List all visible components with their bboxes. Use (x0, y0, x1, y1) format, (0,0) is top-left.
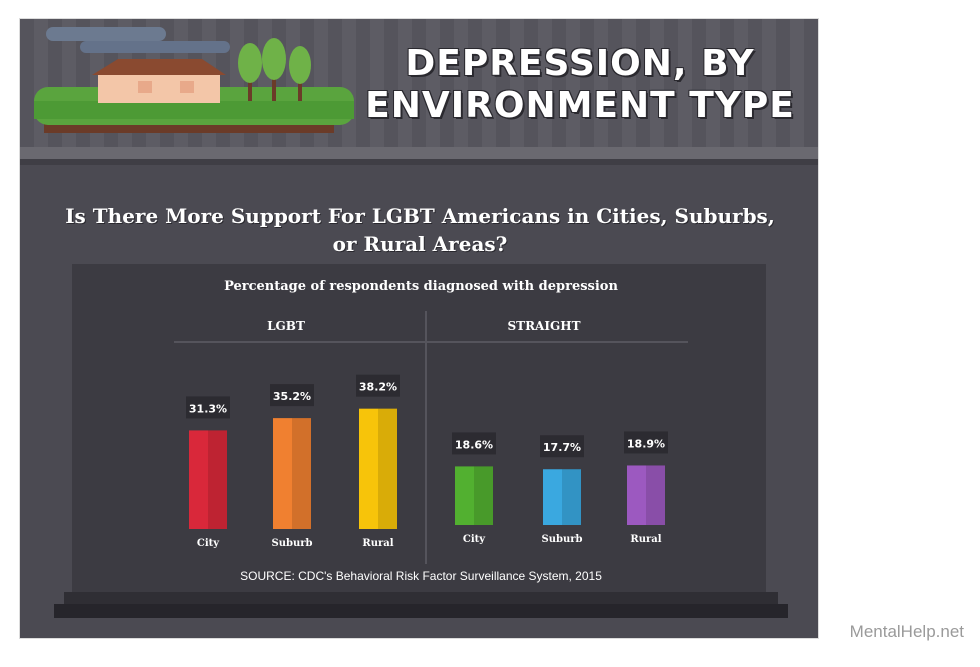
ground-shape (44, 123, 334, 133)
data-label-lgbt-rural: 38.2% (359, 381, 397, 394)
tick-label-straight-city: City (463, 534, 486, 545)
tick-label-straight-suburb: Suburb (541, 534, 582, 545)
chart-title: Percentage of respondents diagnosed with… (224, 279, 618, 294)
tree-canopy (289, 46, 311, 84)
tree-trunk (298, 77, 302, 101)
cloud-shape (46, 27, 166, 41)
tree-canopy (238, 43, 262, 83)
infographic-card: DEPRESSION, BY ENVIRONMENT TYPE Is There… (19, 18, 819, 639)
tick-label-lgbt-suburb: Suburb (271, 538, 312, 549)
data-label-box-lgbt-suburb (270, 384, 314, 407)
tick-label-lgbt-rural: Rural (362, 538, 393, 549)
bar-straight-city (455, 466, 493, 525)
bar-lgbt-suburb (273, 418, 311, 529)
main-title: DEPRESSION, BY ENVIRONMENT TYPE (365, 43, 795, 126)
bar-straight-rural (627, 465, 665, 525)
pedestal-step (64, 592, 778, 604)
bar-shade-straight-city (474, 466, 493, 525)
window-shape (180, 81, 194, 93)
header-band-shadow (20, 159, 818, 165)
data-label-straight-suburb: 17.7% (543, 441, 581, 454)
bar-lgbt-rural (359, 408, 397, 529)
tree-trunk (272, 73, 276, 101)
bar-chart: Percentage of respondents diagnosed with… (174, 279, 688, 583)
tree-trunk (248, 75, 252, 101)
group-label-lgbt: LGBT (267, 319, 305, 333)
data-label-box-lgbt-rural (356, 374, 400, 397)
data-label-straight-city: 18.6% (455, 438, 493, 451)
house-shape (98, 73, 220, 103)
header-band (20, 147, 818, 159)
bar-straight-suburb (543, 469, 581, 525)
tree-canopy (262, 38, 286, 80)
source-note: SOURCE: CDC's Behavioral Risk Factor Sur… (240, 569, 602, 583)
data-label-box-straight-suburb (540, 435, 584, 458)
bar-shade-lgbt-city (208, 430, 227, 529)
window-shape (138, 81, 152, 93)
bar-lgbt-city (189, 430, 227, 529)
tick-label-straight-rural: Rural (630, 534, 661, 545)
data-label-box-lgbt-city (186, 396, 230, 419)
bar-shade-lgbt-suburb (292, 418, 311, 529)
bar-shade-lgbt-rural (378, 408, 397, 529)
pedestal-base (54, 604, 788, 618)
group-label-straight: STRAIGHT (507, 319, 580, 333)
data-label-lgbt-suburb: 35.2% (273, 390, 311, 403)
data-label-lgbt-city: 31.3% (189, 402, 227, 415)
tick-label-lgbt-city: City (197, 538, 220, 549)
header-illustration (34, 27, 354, 133)
data-label-box-straight-city (452, 432, 496, 455)
chart-subtitle: Is There More Support For LGBT Americans… (65, 204, 775, 256)
bar-shade-straight-suburb (562, 469, 581, 525)
data-label-box-straight-rural (624, 431, 668, 454)
data-label-straight-rural: 18.9% (627, 437, 665, 450)
watermark: MentalHelp.net (849, 622, 964, 641)
hill-shape (34, 101, 354, 119)
bar-shade-straight-rural (646, 465, 665, 525)
cloud-shape (80, 41, 230, 53)
chart-panel (72, 264, 766, 592)
roof-shape (92, 59, 226, 75)
